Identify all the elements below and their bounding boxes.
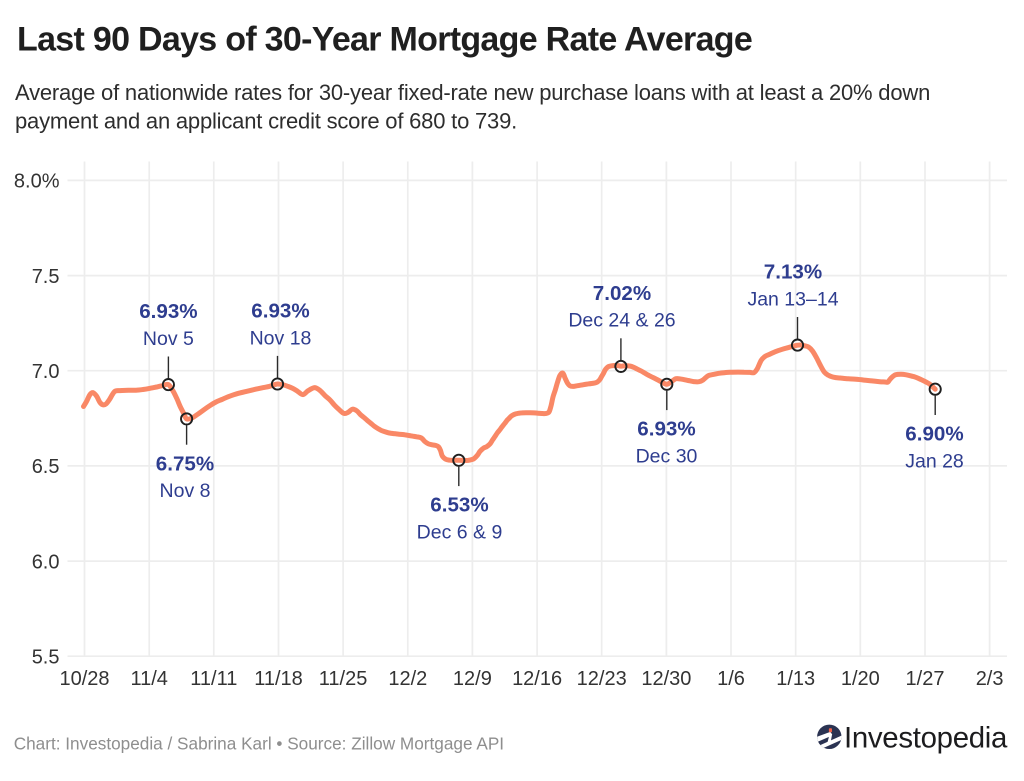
svg-text:Jan 13–14: Jan 13–14 (747, 288, 838, 310)
svg-text:Investopedia: Investopedia (844, 722, 1008, 755)
svg-text:Nov 18: Nov 18 (250, 327, 312, 349)
svg-text:12/2: 12/2 (388, 668, 427, 690)
svg-text:12/30: 12/30 (641, 668, 691, 690)
svg-text:1/6: 1/6 (717, 668, 745, 690)
svg-text:7.5: 7.5 (32, 266, 60, 288)
svg-text:6.90%: 6.90% (905, 423, 963, 446)
svg-text:Average of nationwide rates fo: Average of nationwide rates for 30-year … (15, 80, 930, 105)
svg-text:11/11: 11/11 (190, 668, 237, 690)
svg-text:8.0%: 8.0% (14, 171, 60, 193)
svg-text:6.53%: 6.53% (430, 494, 488, 517)
svg-text:6.93%: 6.93% (637, 418, 695, 441)
svg-text:Dec 30: Dec 30 (636, 446, 698, 468)
svg-text:12/23: 12/23 (577, 668, 627, 690)
svg-text:Jan 28: Jan 28 (905, 450, 964, 472)
svg-text:5.5: 5.5 (32, 646, 60, 668)
svg-text:6.0: 6.0 (32, 551, 60, 573)
svg-text:6.75%: 6.75% (156, 452, 214, 475)
svg-text:11/18: 11/18 (254, 668, 303, 690)
svg-text:6.5: 6.5 (32, 456, 60, 478)
svg-text:6.93%: 6.93% (251, 300, 309, 323)
svg-text:Nov 8: Nov 8 (160, 480, 211, 502)
svg-text:7.13%: 7.13% (764, 261, 822, 284)
svg-text:1/20: 1/20 (841, 668, 880, 690)
svg-text:10/28: 10/28 (59, 668, 109, 690)
svg-text:Nov 5: Nov 5 (143, 328, 194, 350)
svg-text:2/3: 2/3 (976, 668, 1004, 690)
svg-text:7.02%: 7.02% (593, 282, 651, 305)
svg-text:12/9: 12/9 (453, 668, 492, 690)
svg-text:Dec 6 & 9: Dec 6 & 9 (417, 522, 503, 544)
svg-text:Chart: Investopedia / Sabrina: Chart: Investopedia / Sabrina Karl • Sou… (14, 734, 504, 754)
svg-text:7.0: 7.0 (32, 361, 60, 383)
svg-text:Dec 24 & 26: Dec 24 & 26 (568, 310, 675, 332)
svg-text:1/27: 1/27 (906, 668, 945, 690)
svg-text:12/16: 12/16 (512, 668, 562, 690)
svg-text:11/25: 11/25 (319, 668, 368, 690)
svg-text:6.93%: 6.93% (139, 300, 197, 323)
svg-text:1/13: 1/13 (776, 668, 815, 690)
svg-text:Last 90 Days of 30-Year Mortga: Last 90 Days of 30-Year Mortgage Rate Av… (17, 21, 752, 59)
svg-text:payment and an applicant credi: payment and an applicant credit score of… (15, 109, 517, 134)
svg-text:11/4: 11/4 (130, 668, 167, 690)
